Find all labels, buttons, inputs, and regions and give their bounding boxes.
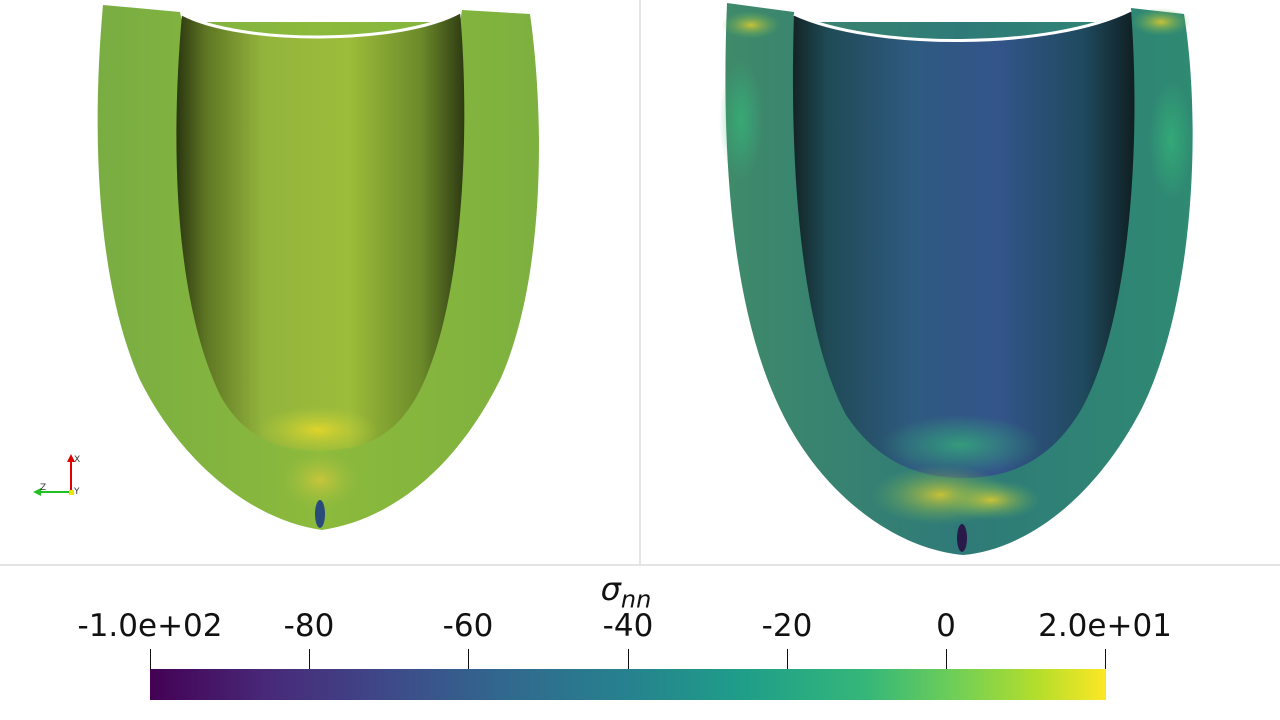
tick-mark <box>787 649 788 671</box>
left-inner-cavity <box>176 12 465 450</box>
tick-label: 2.0e+01 <box>1038 608 1172 644</box>
tick-mark <box>150 649 151 671</box>
orientation-axes-widget: X Y Z <box>33 454 80 497</box>
tick-mark <box>946 649 947 671</box>
tick-label: -60 <box>442 608 494 644</box>
right-ventricle-render <box>719 3 1193 555</box>
tick-mark <box>1105 649 1106 671</box>
legend-title-symbol: σ <box>600 570 621 608</box>
scalar-bar-legend: σnn -1.0e+02 -80 -60 -40 -20 0 2.0e+01 <box>0 566 1280 720</box>
legend-title-subscript: nn <box>620 585 652 614</box>
axis-x-label: X <box>74 455 80 465</box>
axis-y-label: Y <box>73 487 80 497</box>
tick-mark <box>309 649 310 671</box>
axis-z-label: Z <box>40 483 46 493</box>
tick-mark <box>468 649 469 671</box>
tick-label: -1.0e+02 <box>77 608 223 644</box>
tick-label: 0 <box>936 608 956 644</box>
legend-title: σnn <box>0 570 1252 613</box>
legend-divider <box>0 564 1280 566</box>
tick-mark <box>628 649 629 671</box>
left-ventricle-render: X Y Z <box>33 5 539 530</box>
left-viewport[interactable]: X Y Z <box>0 0 639 564</box>
tick-label: -40 <box>602 608 654 644</box>
tick-label: -80 <box>283 608 335 644</box>
viewport-divider[interactable] <box>639 0 641 564</box>
colorbar-gradient <box>150 669 1106 700</box>
right-viewport[interactable] <box>641 0 1280 564</box>
right-inner-cavity <box>792 10 1135 478</box>
tick-label: -20 <box>761 608 813 644</box>
